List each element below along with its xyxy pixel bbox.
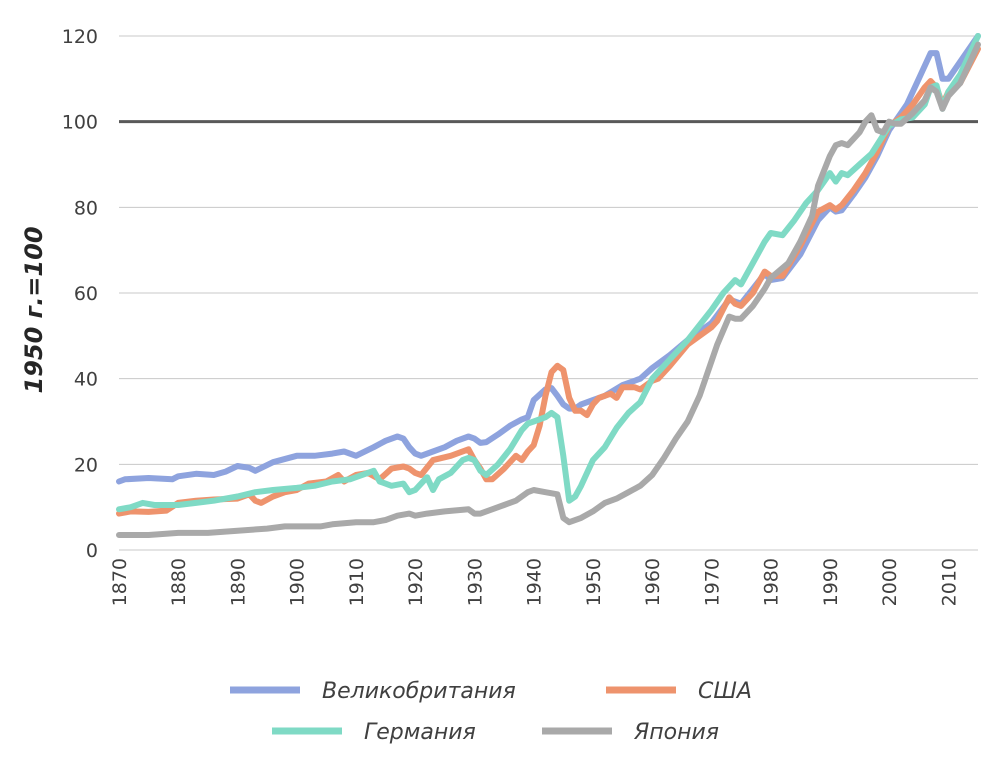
x-tick-label: 1890 — [227, 558, 249, 606]
series-line-1 — [116, 45, 981, 517]
legend-label: Германия — [364, 720, 476, 745]
x-tick-label: 1970 — [701, 558, 723, 606]
grid-lines — [119, 35, 978, 551]
y-axis-ticks: 0 20 40 60 80 100 120 — [62, 26, 98, 562]
x-tick-label: 2010 — [938, 558, 960, 606]
legend: Великобритания США Германия Япония — [230, 679, 752, 745]
y-tick-label: 60 — [74, 283, 98, 305]
x-tick-label: 1900 — [287, 558, 309, 606]
x-tick-label: 1960 — [642, 558, 664, 606]
x-tick-label: 1980 — [761, 558, 783, 606]
y-tick-label: 40 — [74, 369, 98, 391]
legend-label: Великобритания — [322, 679, 516, 704]
x-tick-label: 1920 — [405, 558, 427, 606]
y-tick-label: 120 — [62, 26, 98, 48]
y-tick-label: 100 — [62, 112, 98, 134]
x-axis-ticks: 1870 1880 1890 1900 1910 1920 1930 1940 1950 1960… — [109, 558, 960, 606]
legend-label: США — [698, 679, 752, 704]
legend-label: Япония — [633, 720, 719, 745]
y-tick-label: 0 — [86, 540, 98, 562]
y-tick-label: 20 — [74, 454, 98, 476]
x-tick-label: 1910 — [346, 558, 368, 606]
x-tick-label: 1950 — [583, 558, 605, 606]
y-tick-label: 80 — [74, 197, 98, 219]
x-tick-label: 1990 — [820, 558, 842, 606]
x-tick-label: 1930 — [464, 558, 486, 606]
series-line-2 — [116, 33, 981, 513]
x-tick-label: 1880 — [168, 558, 190, 606]
x-tick-label: 2000 — [879, 558, 901, 606]
x-tick-label: 1870 — [109, 558, 131, 606]
x-tick-label: 1940 — [524, 558, 546, 606]
series-lines — [116, 33, 981, 538]
y-axis-label: 1950 г.=100 — [20, 226, 48, 393]
series-line-3 — [116, 41, 981, 538]
